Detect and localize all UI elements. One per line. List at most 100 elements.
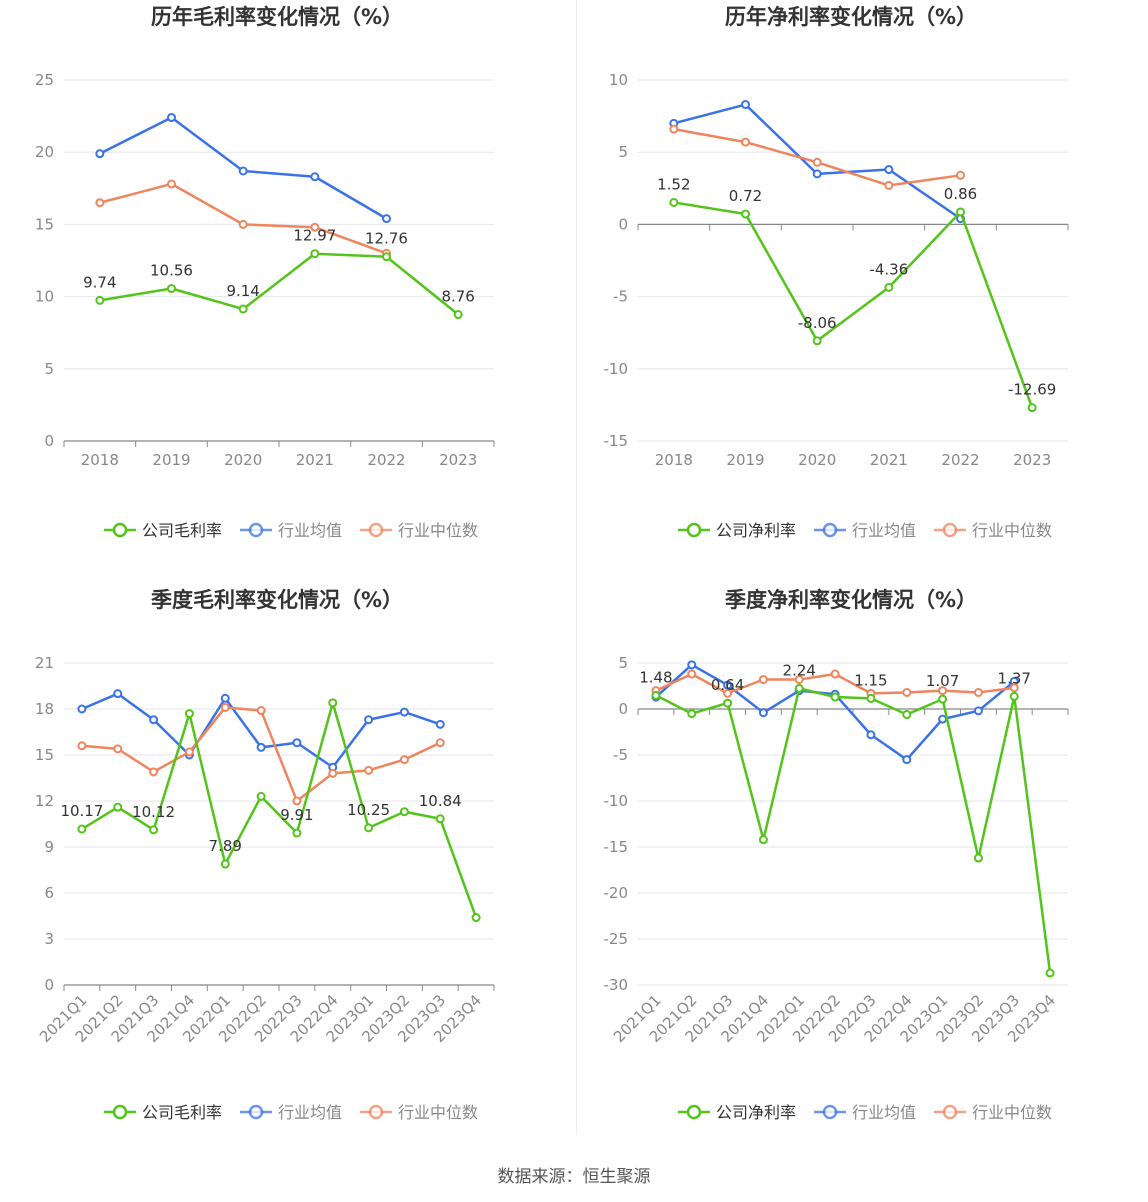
data-point-median [184, 747, 194, 757]
data-point-median [77, 741, 87, 751]
data-label: 9.14 [226, 282, 259, 300]
legend-label: 公司净利率 [716, 521, 796, 540]
data-point-median [956, 170, 965, 180]
legend-label: 行业中位数 [972, 1103, 1052, 1122]
legend-item-avg[interactable]: 行业均值 [240, 521, 342, 540]
data-point-company [256, 791, 266, 801]
y-tick-label: 0 [44, 432, 54, 450]
chart-title: 历年净利率变化情况（%） [725, 5, 977, 29]
x-tick-label: 2019 [726, 451, 764, 469]
series-line-company [81, 701, 478, 918]
legend-item-avg[interactable]: 行业均值 [814, 521, 916, 540]
y-tick-label: -20 [604, 884, 629, 902]
y-tick-label: -25 [604, 930, 629, 948]
data-point-median [435, 738, 445, 748]
data-point-company [812, 336, 822, 346]
data-point-median [220, 702, 230, 712]
series-line-company [673, 201, 1034, 409]
legend-item-avg[interactable]: 行业均值 [814, 1103, 916, 1122]
data-point-avg [238, 166, 248, 176]
chart-title: 历年毛利率变化情况（%） [151, 5, 403, 29]
y-tick-label: 5 [44, 360, 54, 378]
data-point-median [364, 765, 374, 775]
data-point-median [723, 688, 733, 698]
legend-marker [248, 1104, 264, 1120]
data-label: 10.12 [132, 803, 175, 821]
legend-item-median[interactable]: 行业中位数 [934, 521, 1052, 540]
legend-marker [686, 522, 702, 538]
data-point-median [167, 179, 176, 189]
y-tick-label: 10 [609, 71, 628, 89]
data-point-company [669, 197, 679, 207]
data-point-company [328, 698, 338, 708]
data-point-avg [382, 214, 391, 224]
legend-marker [686, 1104, 702, 1120]
data-point-avg [884, 165, 894, 175]
y-tick-label: 6 [44, 884, 54, 902]
y-tick-label: -15 [604, 838, 629, 856]
series-line-avg [81, 692, 441, 769]
y-tick-label: 5 [618, 654, 628, 672]
legend-item-company[interactable]: 公司毛利率 [104, 521, 222, 540]
legend-item-avg[interactable]: 行业均值 [240, 1103, 342, 1122]
data-point-median [758, 675, 768, 685]
data-point-company [113, 802, 123, 812]
data-label: 10.56 [150, 262, 193, 280]
x-tick-label: 2021 [296, 451, 334, 469]
data-point-company [973, 853, 983, 863]
chart-panel-quarterly-net-margin: 季度净利率变化情况（%） -30 -25 -20 -15 -10 -5 0 5 2021Q1 202… [574, 583, 1148, 1166]
data-point-company [1027, 403, 1037, 413]
data-point-company [167, 284, 176, 294]
data-point-median [149, 767, 159, 777]
data-point-avg [866, 730, 876, 740]
y-tick-label: -5 [613, 746, 628, 764]
data-point-avg [149, 715, 159, 725]
legend-item-median[interactable]: 行业中位数 [934, 1103, 1052, 1122]
legend-item-company[interactable]: 公司毛利率 [104, 1103, 222, 1122]
legend-marker [112, 522, 128, 538]
annual-gross-margin-chart: 历年毛利率变化情况（%） 0 5 10 15 20 25 2018 2019 2020 2021 20… [35, 5, 495, 540]
data-point-company [956, 207, 965, 217]
y-tick-label: -10 [604, 792, 629, 810]
legend-item-company[interactable]: 公司净利率 [678, 1103, 796, 1122]
data-point-median [256, 706, 266, 716]
data-point-company [938, 694, 948, 704]
data-point-avg [687, 660, 697, 670]
series-line-company [655, 687, 1052, 974]
y-tick-label: 3 [44, 930, 54, 948]
data-source: 数据来源：恒生聚源 [497, 1167, 651, 1187]
data-label: 2.24 [783, 661, 816, 679]
legend-item-median[interactable]: 行业中位数 [360, 521, 478, 540]
data-point-median [292, 796, 302, 806]
data-point-company [1009, 691, 1019, 701]
legend-label: 行业中位数 [398, 521, 478, 540]
x-tick-label: 2021 [870, 451, 908, 469]
data-point-median [884, 180, 894, 190]
data-point-avg [113, 689, 123, 699]
y-tick-label: -10 [604, 360, 629, 378]
data-point-company [471, 913, 481, 923]
y-tick-label: 21 [35, 654, 54, 672]
legend-item-median[interactable]: 行业中位数 [360, 1103, 478, 1122]
legend-label: 公司毛利率 [142, 521, 222, 540]
data-label: 12.97 [293, 227, 336, 245]
series-line-median [81, 706, 441, 803]
y-tick-label: -5 [613, 288, 628, 306]
data-point-median [741, 137, 750, 147]
legend-label: 行业中位数 [972, 521, 1052, 540]
data-point-avg [220, 693, 230, 703]
y-tick-label: 0 [618, 700, 628, 718]
y-tick-label: 25 [35, 71, 54, 89]
x-tick-label: 2022 [367, 451, 405, 469]
x-tick-label: 2019 [152, 451, 190, 469]
legend-label: 公司毛利率 [142, 1103, 222, 1122]
data-point-company [95, 295, 105, 305]
legend-item-company[interactable]: 公司净利率 [678, 521, 796, 540]
data-label: -4.36 [869, 260, 908, 278]
data-point-company [830, 692, 840, 702]
data-point-avg [435, 719, 445, 729]
data-label: 10.17 [60, 802, 103, 820]
data-point-avg [973, 706, 983, 716]
y-tick-label: 0 [618, 215, 628, 233]
data-point-company [310, 249, 320, 259]
